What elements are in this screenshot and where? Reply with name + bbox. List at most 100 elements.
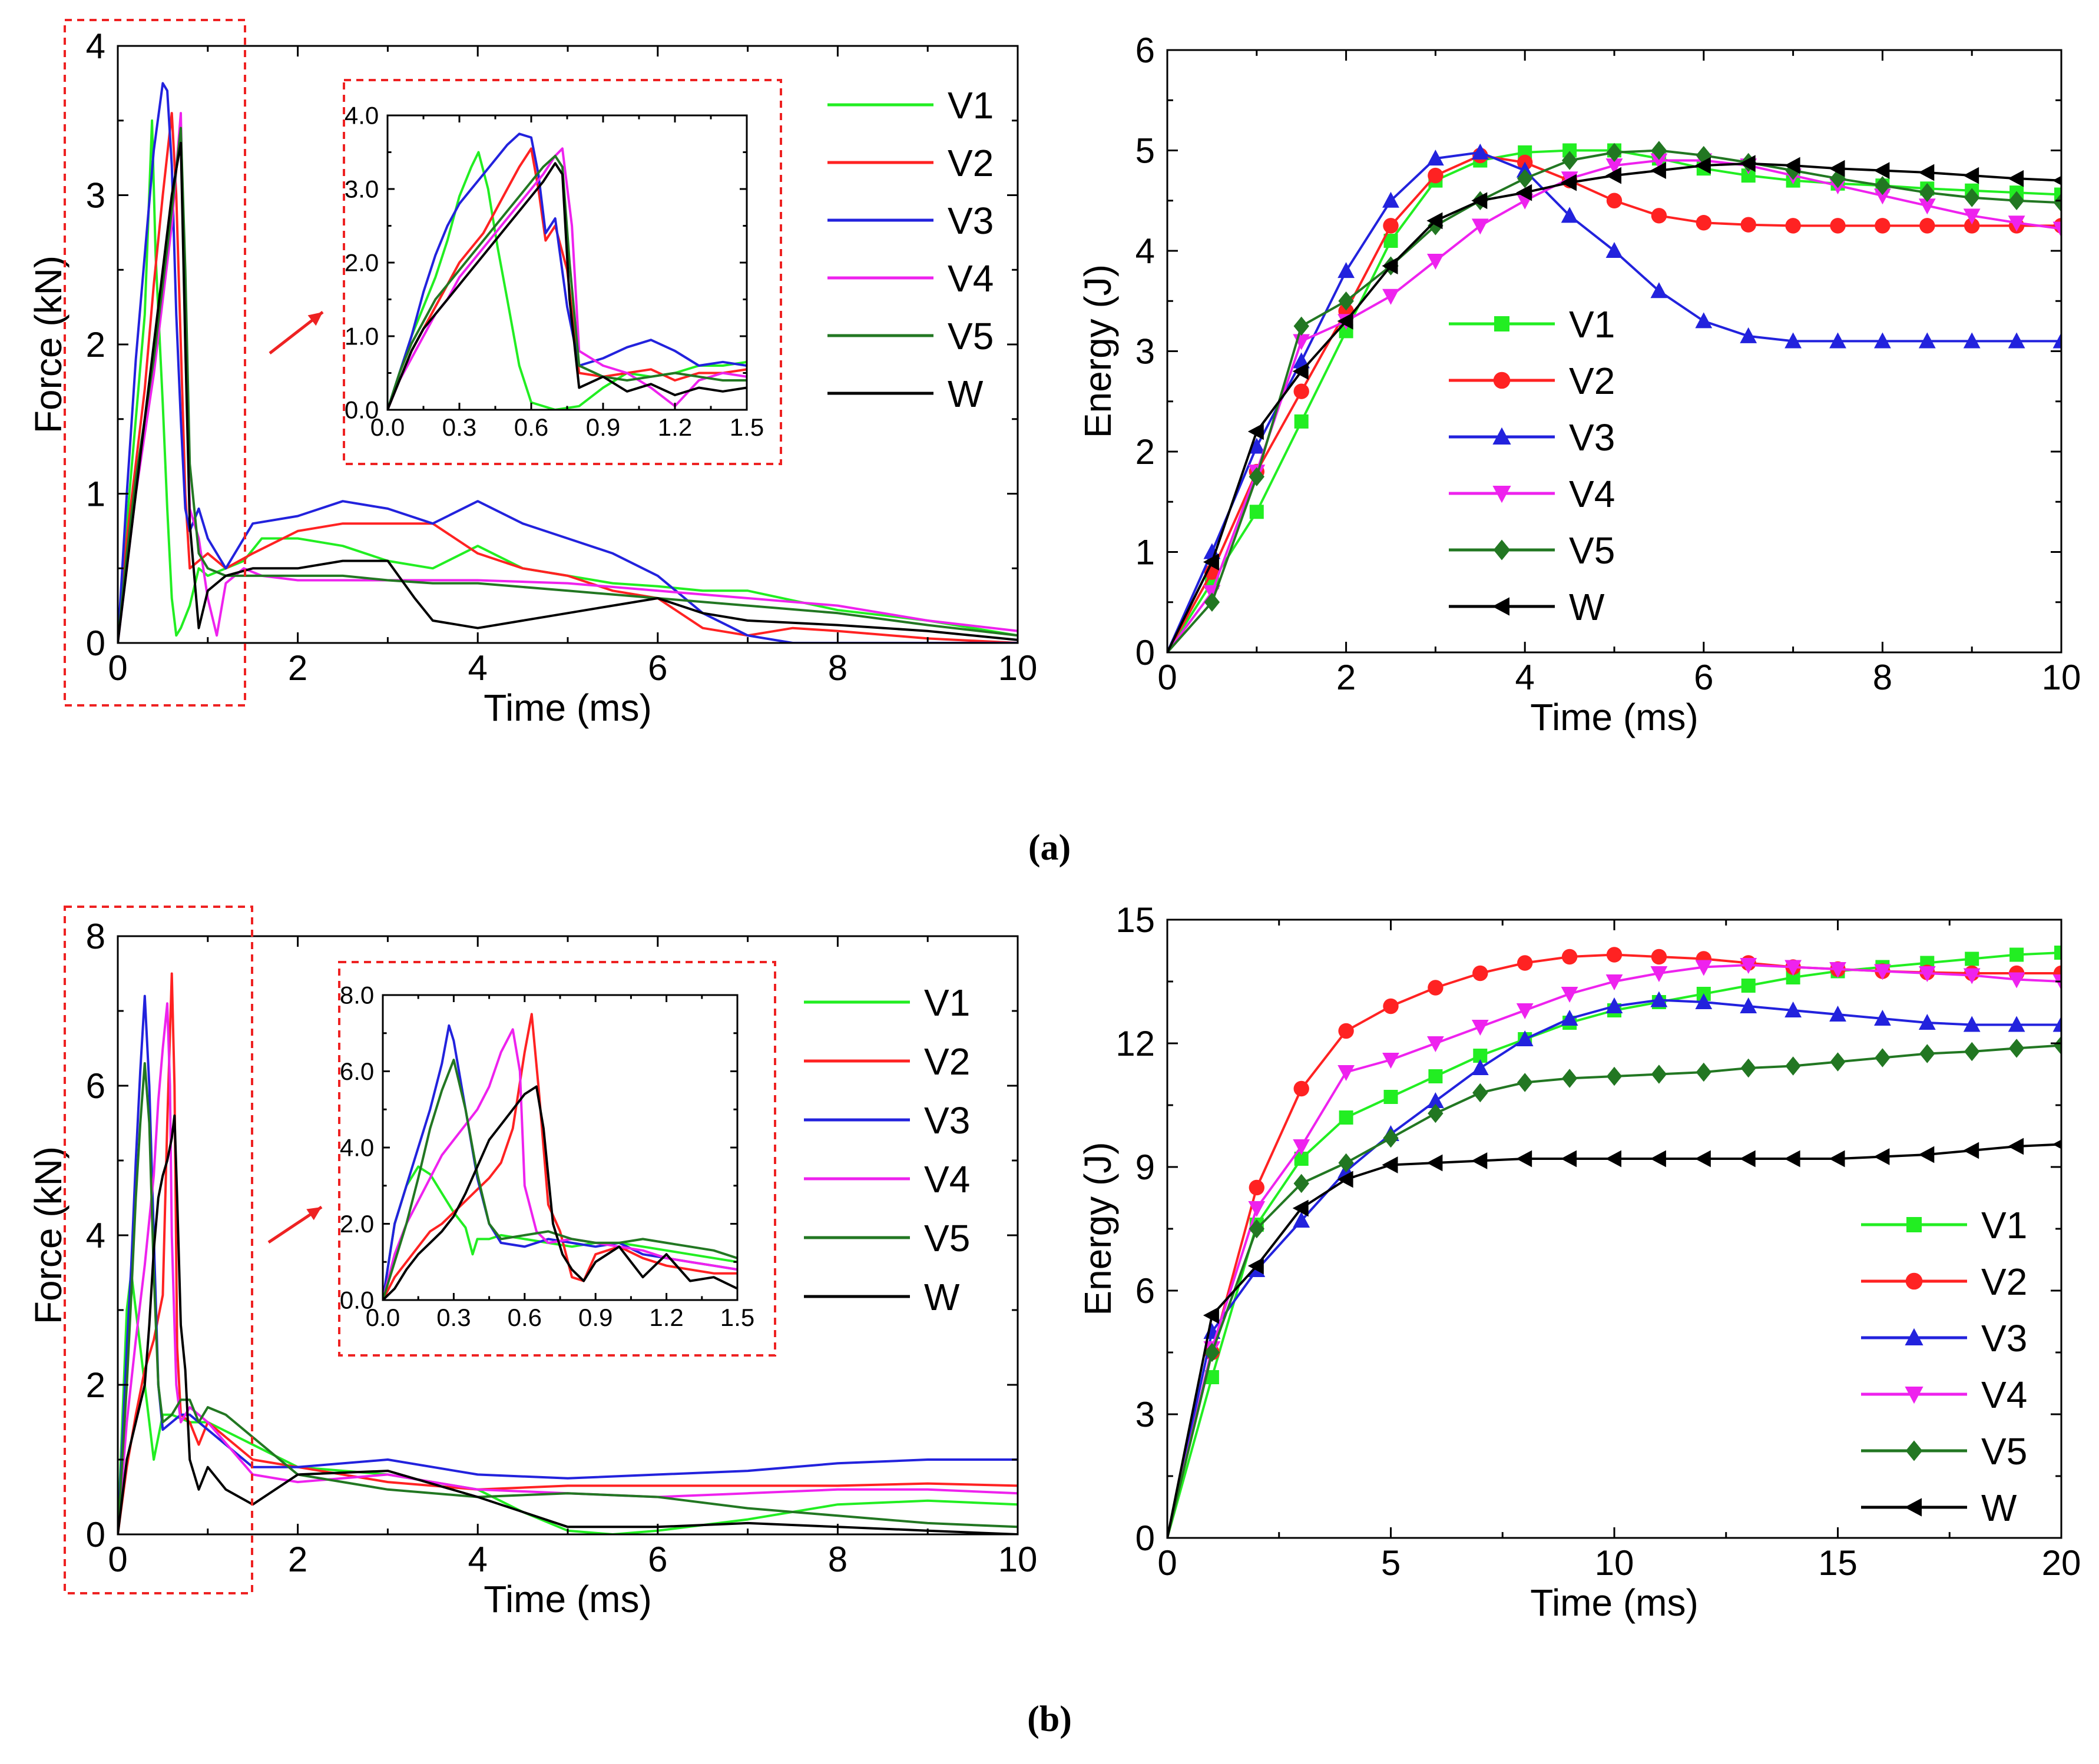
marker-v3 — [2052, 1016, 2061, 1032]
marker-v2 — [1830, 218, 1846, 234]
y-tick-label: 0 — [1135, 1518, 1155, 1558]
marker-w — [1561, 1150, 1577, 1168]
marker-v5 — [1517, 169, 1533, 188]
x-tick-label: 10 — [1595, 1543, 1634, 1583]
y-tick-label: 8.0 — [340, 982, 374, 1009]
marker-v5 — [1338, 291, 1354, 311]
marker-v5 — [1204, 592, 1220, 612]
x-tick-label: 1.2 — [649, 1304, 683, 1331]
marker-v3 — [1874, 332, 1891, 349]
marker-v2 — [1875, 218, 1891, 234]
x-tick-label: 2 — [1336, 658, 1356, 697]
marker-v1 — [1249, 505, 1264, 519]
marker-v1 — [1294, 414, 1309, 429]
marker-w — [1963, 167, 1979, 184]
x-tick-label: 0.0 — [366, 1304, 400, 1331]
marker-v4 — [1918, 966, 1936, 982]
x-tick-label: 0 — [1157, 658, 1177, 697]
marker-v2 — [1428, 167, 1444, 184]
annotations — [64, 19, 782, 1594]
marker-w — [1292, 1199, 1309, 1217]
marker-v1 — [1965, 951, 1979, 966]
marker-w — [1203, 1307, 1219, 1324]
marker-v2 — [1740, 217, 1756, 233]
x-tick-label: 1.2 — [658, 413, 692, 441]
x-tick-label: 10 — [998, 1540, 1038, 1579]
marker-v5 — [2053, 1036, 2061, 1055]
force-inset-chart-b: 0.0 0.3 0.6 0.9 1.2 1.5 0.0 2.0 4.0 6.0 8.0 — [340, 982, 754, 1331]
x-tick-label: 0.9 — [578, 1304, 613, 1331]
legend-marker-v4 — [1905, 1387, 1923, 1404]
series-line-v3 — [118, 82, 1018, 643]
marker-v5 — [1919, 183, 1935, 203]
marker-v2 — [1293, 383, 1309, 399]
series-line-v5 — [118, 1062, 1018, 1534]
marker-v3 — [1427, 150, 1444, 166]
legend-marker-v5 — [1493, 539, 1511, 561]
marker-v5 — [1830, 169, 1846, 188]
x-tick-label: 0 — [108, 1540, 127, 1579]
series-line-v2 — [118, 972, 1018, 1534]
marker-w — [1694, 157, 1711, 174]
marker-v5 — [1651, 141, 1667, 160]
marker-v2 — [1249, 1179, 1264, 1196]
marker-v4 — [2008, 215, 2025, 232]
marker-w — [1382, 257, 1398, 274]
y-tick-label: 4.0 — [345, 102, 379, 130]
marker-v2 — [1696, 215, 1711, 231]
x-axis-label: Time (ms) — [1530, 1581, 1699, 1624]
series-line-v4 — [383, 1028, 737, 1300]
series-group — [383, 1013, 737, 1300]
legend-marker-v4 — [1492, 486, 1511, 503]
marker-v4 — [1650, 966, 1668, 982]
marker-v5 — [1249, 467, 1264, 486]
x-tick-label: 1.5 — [730, 413, 764, 441]
marker-v5 — [1875, 1048, 1891, 1067]
marker-v1 — [2054, 946, 2061, 960]
legend: V1 V2 V3 V4 V5 W — [1449, 303, 1615, 628]
marker-v3 — [1785, 332, 1802, 349]
legend: V1 V2 V3 V4 V5 W — [1861, 1204, 2027, 1529]
marker-v5 — [1696, 1062, 1711, 1082]
legend-marker-v5 — [1905, 1440, 1923, 1461]
marker-v3 — [2008, 1016, 2025, 1032]
marker-v5 — [1472, 1083, 1488, 1103]
x-axis-label: Time (ms) — [484, 1578, 652, 1620]
marker-w — [1784, 157, 1800, 174]
marker-v3 — [1785, 1002, 1802, 1017]
y-tick-label: 2.0 — [345, 249, 379, 277]
y-tick-label: 4 — [1135, 231, 1155, 271]
legend-marker-w — [1492, 597, 1509, 616]
y-tick-label: 6 — [1135, 31, 1155, 70]
legend-marker-v2 — [1493, 372, 1511, 389]
series-line-v2 — [118, 112, 1018, 643]
x-tick-label: 10 — [998, 648, 1038, 688]
marker-v5 — [1875, 175, 1891, 195]
marker-w — [1739, 1150, 1756, 1168]
marker-v4 — [1605, 158, 1623, 175]
legend-label-v1: V1 — [1569, 303, 1615, 346]
y-tick-label: 4 — [86, 1216, 105, 1255]
y-axis-label: Energy (J) — [1077, 1142, 1119, 1315]
y-tick-label: 1 — [86, 475, 105, 514]
x-tick-label: 8 — [1873, 658, 1892, 697]
marker-v5 — [1606, 1066, 1623, 1086]
y-tick-label: 3.0 — [345, 175, 379, 203]
marker-v4 — [1963, 968, 1981, 984]
marker-v3 — [1740, 997, 1757, 1013]
x-tick-label: 4 — [468, 648, 488, 688]
marker-v3 — [1516, 1030, 1534, 1046]
marker-v4 — [1427, 254, 1444, 270]
marker-v5 — [2008, 1039, 2025, 1058]
legend-label-v3: V3 — [924, 1099, 970, 1142]
marker-w — [1471, 1152, 1488, 1169]
marker-v5 — [2008, 191, 2025, 210]
series-line-v2 — [383, 1013, 737, 1300]
y-tick-label: 0 — [86, 1515, 105, 1554]
marker-v3 — [1963, 1016, 1981, 1032]
marker-v2 — [1561, 949, 1578, 965]
marker-w — [1739, 155, 1756, 173]
x-tick-label: 0 — [108, 648, 127, 688]
marker-w — [1605, 167, 1621, 184]
inset-frame-a — [343, 79, 782, 465]
